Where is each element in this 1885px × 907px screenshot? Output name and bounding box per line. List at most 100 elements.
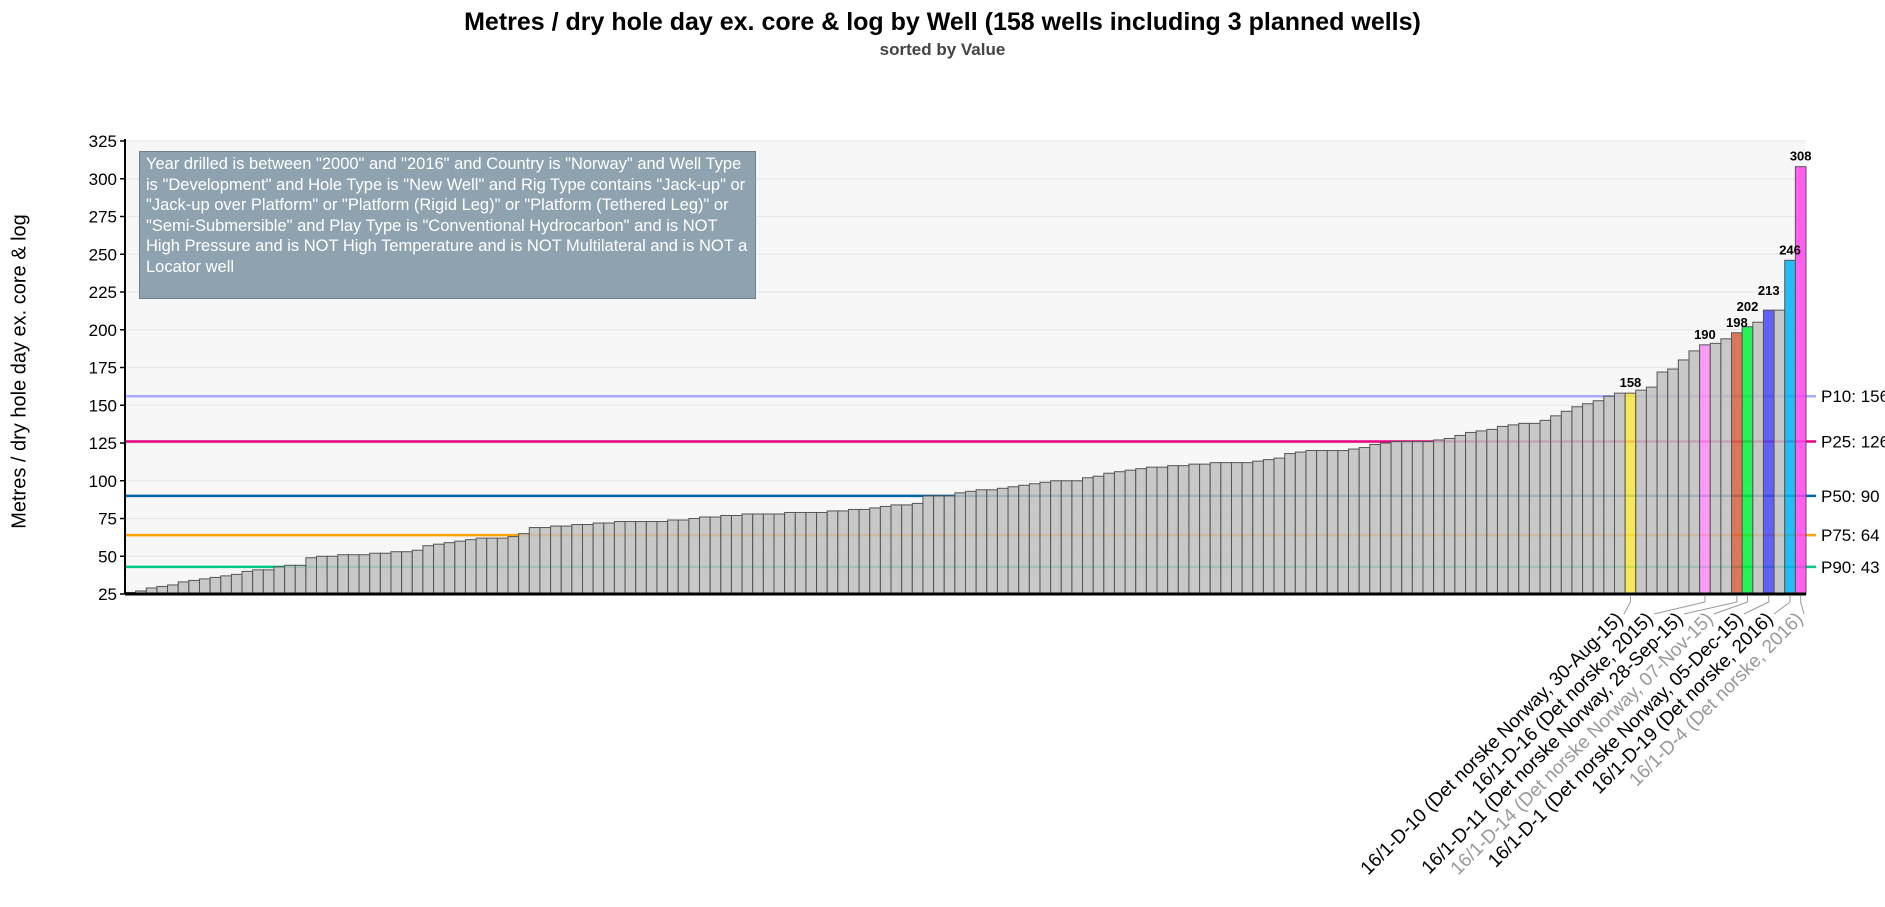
bar [305,557,318,595]
bar [1454,434,1467,595]
bar [1113,471,1126,595]
bar [347,554,360,595]
bar [443,542,456,595]
bar [1709,342,1722,595]
bar [198,578,211,595]
bar [1773,309,1786,595]
bar [752,513,764,595]
bar [464,539,477,595]
bar [252,569,264,595]
bar [645,521,658,595]
y-tick-label: 275 [89,208,117,227]
bar [528,527,541,595]
bar [486,537,498,595]
bar [1284,453,1296,595]
bar [986,489,998,595]
bar [1752,321,1764,595]
bar [1156,466,1169,595]
bar [794,511,807,595]
bar [1230,462,1243,595]
bar [550,525,562,595]
bar [1507,424,1520,595]
bar [496,537,509,595]
bar [1071,480,1084,595]
bar [762,513,775,595]
data-label: 190 [1694,327,1716,342]
bar [518,533,530,595]
bar [1220,462,1232,595]
data-label: 202 [1737,299,1759,314]
bar [847,508,860,595]
bar [475,537,488,595]
percentile-label: P25: 126 [1821,432,1885,451]
bar [1060,480,1073,595]
bar [1379,442,1392,595]
chart-subtitle: sorted by Value [879,40,1006,59]
bar [688,518,701,595]
bar [975,489,988,595]
bar [656,521,669,595]
bar [294,564,307,595]
highlighted-bar [1731,332,1743,595]
y-tick-label: 325 [89,132,117,151]
bar [667,519,679,595]
bar [1167,465,1179,595]
y-tick-label: 100 [89,472,117,491]
bar [1486,428,1498,595]
bar [454,540,466,595]
bar [1007,486,1020,595]
y-tick-label: 25 [98,585,117,604]
y-tick-label: 250 [89,245,117,264]
bar [369,552,381,595]
bar [922,495,935,595]
bar [1528,422,1541,595]
bar [1294,451,1307,595]
bar [1177,465,1190,595]
chart-title: Metres / dry hole day ex. core & log by … [464,8,1421,36]
bar [1092,475,1105,595]
y-tick-label: 50 [98,547,117,566]
bar [709,516,722,595]
data-label: 308 [1790,149,1812,164]
bar [624,521,637,595]
bar [1411,440,1424,595]
data-label: 213 [1758,283,1780,298]
percentile-label: P90: 43 [1821,558,1880,577]
bar [1443,437,1456,595]
bar [996,487,1009,595]
highlighted-bar [1784,259,1796,595]
bar [1273,457,1286,595]
label-leader-line [1743,596,1770,615]
bar [1103,472,1115,595]
bar [1358,447,1371,595]
bar [1571,406,1584,595]
y-tick-label: 225 [89,283,117,302]
bar [220,575,232,595]
bar [1039,481,1052,595]
label-leader-line [1683,596,1738,615]
bar [1252,460,1264,595]
bar [1316,450,1328,595]
bar [411,549,424,595]
bar [1613,392,1626,595]
bar [1262,459,1275,595]
filter-annotation: Year drilled is between "2000" and "2016… [139,151,756,299]
bar [571,524,583,595]
bar [507,536,520,595]
bar [316,555,328,595]
bar [1677,359,1690,595]
bar [1475,430,1488,595]
bar [390,551,403,595]
highlighted-bar [1699,344,1711,595]
bar [1720,338,1733,595]
bar [1518,422,1530,595]
bar [1635,389,1647,595]
y-tick-label: 175 [89,359,117,378]
bar [262,569,275,595]
label-leader-line [1653,596,1706,615]
bar [879,505,892,595]
bar [911,502,924,595]
highlighted-bar [1741,326,1754,595]
bar [177,581,190,595]
bar [1582,403,1594,595]
